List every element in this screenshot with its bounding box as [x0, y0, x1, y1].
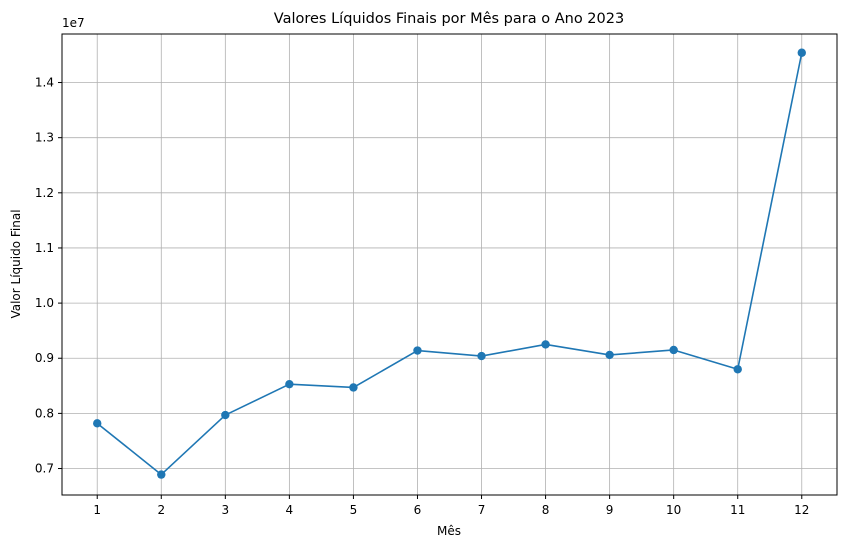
x-tick-label: 9	[606, 503, 614, 517]
data-point	[93, 419, 102, 428]
x-axis-label: Mês	[437, 524, 461, 538]
data-point	[477, 351, 486, 361]
x-tick-label: 3	[222, 503, 230, 517]
x-tick-label: 4	[286, 503, 294, 517]
y-tick-label: 1.2	[35, 186, 54, 200]
data-point	[733, 365, 742, 374]
x-tick-label: 10	[666, 503, 681, 517]
plot-frame	[61, 33, 838, 496]
x-tick-label: 1	[93, 503, 101, 517]
grid	[62, 34, 837, 495]
data-point	[221, 410, 230, 420]
x-tick-label: 2	[157, 503, 165, 517]
y-tick-label: 1.0	[35, 296, 54, 310]
y-tick-label: 1.4	[35, 76, 54, 90]
y-axis-label: Valor Líquido Final	[9, 209, 23, 318]
x-axis: 1 2 3 4 5 6 7 8 9 10 11 12	[93, 495, 809, 517]
data-point	[797, 48, 806, 57]
chart-title: Valores Líquidos Finais por Mês para o A…	[274, 11, 624, 27]
y-axis: 0.7 0.8 0.9 1.0 1.1 1.2 1.3 1.4	[35, 76, 62, 476]
data-point	[669, 345, 678, 355]
x-tick-label: 5	[350, 503, 358, 517]
y-tick-label: 0.8	[35, 406, 54, 420]
x-tick-label: 12	[794, 503, 809, 517]
y-offset-label: 1e7	[62, 16, 85, 30]
y-tick-label: 0.9	[35, 351, 54, 365]
data-point	[605, 350, 614, 360]
data-point	[349, 383, 358, 392]
y-tick-label: 0.7	[35, 462, 54, 476]
data-point	[413, 346, 422, 355]
data-point	[157, 470, 166, 479]
data-point	[541, 340, 550, 349]
x-tick-label: 8	[542, 503, 550, 517]
series-line	[96, 52, 803, 476]
series	[93, 48, 806, 479]
y-tick-label: 1.3	[35, 131, 54, 145]
x-tick-label: 7	[478, 503, 486, 517]
data-point	[285, 379, 294, 389]
x-tick-label: 11	[730, 503, 745, 517]
x-tick-label: 6	[414, 503, 422, 517]
y-tick-label: 1.1	[35, 241, 54, 255]
